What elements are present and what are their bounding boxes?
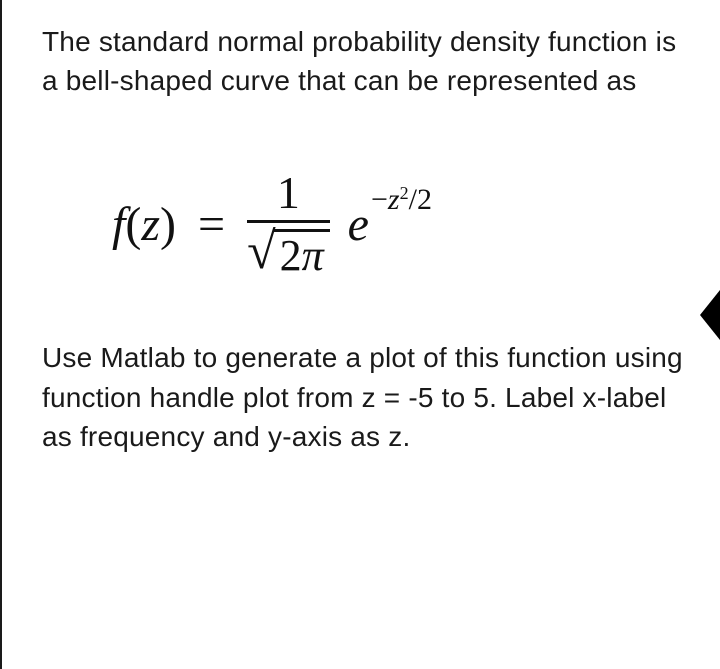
exp-z: z [388, 183, 400, 216]
intro-paragraph: The standard normal probability density … [42, 22, 684, 100]
exp-two: 2 [400, 183, 409, 203]
e-exponent: −z2/2 [371, 183, 432, 217]
lhs-f: f [112, 198, 125, 251]
sqrt-content: 2π [274, 229, 330, 278]
page-container: The standard normal probability density … [0, 0, 720, 669]
fraction-numerator: 1 [257, 170, 320, 220]
radical-sign: √ [247, 229, 276, 276]
lhs-z: z [141, 198, 160, 251]
lhs-open-paren: ( [125, 198, 141, 251]
denom-two: 2 [280, 231, 302, 280]
e-base: e [348, 197, 369, 252]
exp-minus: − [371, 183, 388, 216]
denom-pi: π [302, 231, 324, 280]
right-arrow-icon [698, 290, 720, 340]
task-paragraph: Use Matlab to generate a plot of this fu… [42, 338, 684, 456]
e-term: e −z2/2 [348, 197, 432, 252]
lhs-close-paren: ) [160, 198, 176, 251]
formula: f(z) = 1 √ 2π e −z2/2 [42, 170, 684, 278]
fraction: 1 √ 2π [247, 170, 330, 278]
sqrt: √ 2π [247, 229, 330, 278]
exp-slash: / [409, 183, 417, 216]
formula-lhs: f(z) [112, 197, 176, 252]
equals-sign: = [194, 197, 229, 252]
exp-divisor: 2 [417, 183, 432, 216]
fraction-denominator: √ 2π [247, 223, 330, 278]
